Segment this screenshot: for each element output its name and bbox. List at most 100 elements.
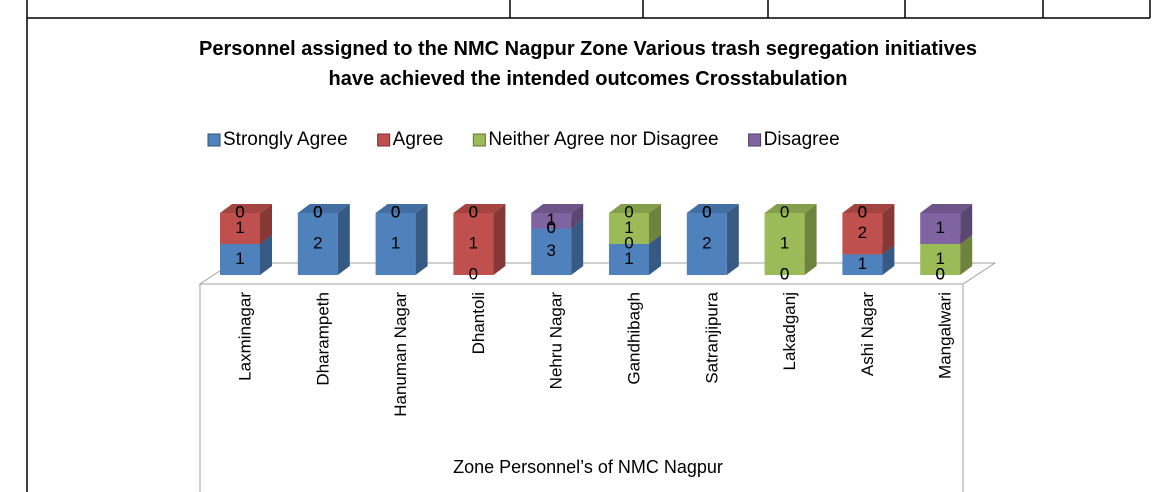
x-tick-label: Dharampeth (313, 292, 332, 386)
bar-side (571, 219, 584, 275)
bar-side (726, 204, 739, 275)
bar-side (260, 235, 272, 275)
data-label: 0 (624, 233, 633, 252)
bar-side (260, 204, 272, 244)
x-tick-label: Nehru Nagar (547, 292, 566, 390)
data-label: 0 (780, 202, 789, 221)
bar-top (842, 204, 895, 213)
data-label: 0 (858, 202, 867, 221)
data-label: 0 (391, 202, 400, 221)
data-label: 0 (624, 202, 633, 221)
bar-segment (764, 213, 805, 275)
data-label: 1 (235, 218, 244, 237)
bar-side (415, 204, 428, 275)
legend-label: Neither Agree nor Disagree (488, 129, 718, 150)
data-label: 1 (624, 249, 633, 268)
bar-segment (842, 254, 883, 275)
bar-segment (686, 213, 727, 275)
bar-side (882, 245, 895, 275)
legend-label: Strongly Agree (223, 129, 348, 150)
data-label: 1 (391, 233, 400, 252)
bar-side (960, 204, 973, 244)
data-label: 1 (469, 233, 478, 252)
data-label: 1 (935, 218, 944, 237)
x-tick-label: Lakadganj (780, 292, 799, 370)
data-label: 0 (469, 202, 478, 221)
legend-label: Disagree (764, 129, 840, 150)
data-label: 0 (313, 202, 322, 221)
bar-side (804, 204, 817, 275)
table-fragment (26, 0, 1151, 492)
data-label: 0 (469, 264, 478, 283)
data-label: 1 (935, 249, 944, 268)
legend-swatch (207, 133, 221, 147)
bar-side (649, 235, 661, 275)
bar-top (297, 204, 350, 213)
x-tick-label: Mangalwari (936, 292, 955, 379)
bar-top (220, 204, 272, 213)
data-label: 0 (391, 202, 400, 221)
bar-side (337, 204, 350, 275)
bar-top (531, 204, 584, 213)
x-tick-label: Satranjipura (702, 291, 721, 383)
data-label: 3 (546, 241, 555, 260)
bar-segment (609, 213, 649, 244)
data-label: 0 (702, 202, 711, 221)
bar-segment (920, 213, 961, 244)
bar-top (453, 204, 506, 213)
x-tick-label: Dhantoli (469, 292, 488, 354)
data-label: 2 (313, 233, 322, 252)
legend-swatch (748, 133, 762, 147)
bar-segment (220, 213, 260, 244)
data-label: 0 (235, 202, 244, 221)
data-label: 0 (391, 202, 400, 221)
x-tick-label: Gandhibagh (624, 292, 643, 385)
data-label: 0 (235, 202, 244, 221)
bar-side (882, 204, 895, 255)
legend-label: Agree (393, 129, 444, 150)
legend-swatch (377, 133, 391, 147)
data-label: 2 (702, 233, 711, 252)
bar-side (649, 204, 661, 244)
data-label: 0 (546, 218, 555, 237)
data-label: 1 (546, 210, 555, 229)
bar-side (571, 204, 584, 229)
bar-top (920, 204, 973, 213)
category-panel (199, 283, 964, 492)
data-label: 0 (858, 202, 867, 221)
data-label: 0 (702, 202, 711, 221)
x-tick-label: Laxminagar (235, 292, 254, 381)
bar-side (960, 235, 973, 275)
data-label: 0 (780, 264, 789, 283)
bar-segment (375, 213, 416, 275)
bar-segment (220, 244, 260, 275)
data-label: 0 (313, 202, 322, 221)
bar-segment (920, 244, 961, 275)
x-tick-label: Ashi Nagar (858, 292, 877, 376)
data-label: 0 (546, 218, 555, 237)
bar-segment (297, 213, 338, 275)
bar-side (493, 204, 506, 275)
data-label: 1 (624, 218, 633, 237)
chart-title: Personnel assigned to the NMC Nagpur Zon… (199, 38, 977, 90)
x-axis-label: Zone Personnel’s of NMC Nagpur (453, 457, 723, 477)
bar-top (609, 204, 661, 213)
x-tick-label: Hanuman Nagar (391, 292, 410, 417)
bar-segment (531, 213, 572, 229)
data-label: 0 (313, 202, 322, 221)
data-label: 1 (235, 249, 244, 268)
data-label: 2 (858, 223, 867, 242)
bar-top (375, 204, 428, 213)
legend-swatch (472, 133, 486, 147)
legend: Strongly Agree Agree Neither Agree nor Dis… (207, 129, 840, 150)
data-label: 0 (702, 202, 711, 221)
bar-top (764, 204, 817, 213)
data-label: 0 (469, 202, 478, 221)
data-label: 0 (780, 264, 789, 283)
data-label: 1 (858, 254, 867, 273)
bar-segment (842, 213, 883, 255)
bar-segment (609, 244, 649, 275)
data-label: 1 (780, 233, 789, 252)
